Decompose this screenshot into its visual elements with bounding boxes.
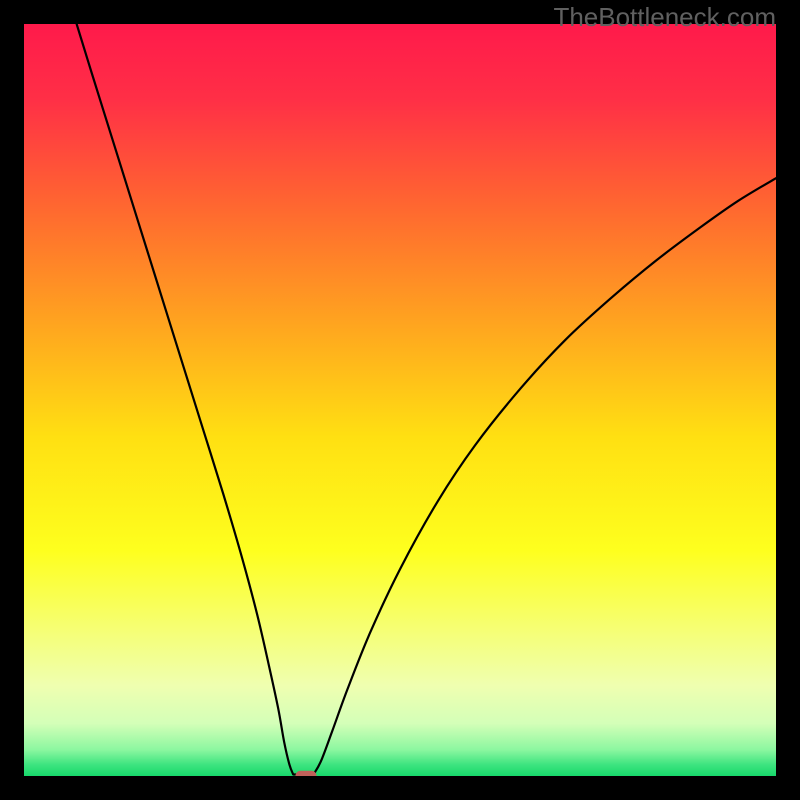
watermark-text: TheBottleneck.com [553,2,776,33]
bottleneck-chart [0,0,800,800]
plot-background [24,24,776,776]
